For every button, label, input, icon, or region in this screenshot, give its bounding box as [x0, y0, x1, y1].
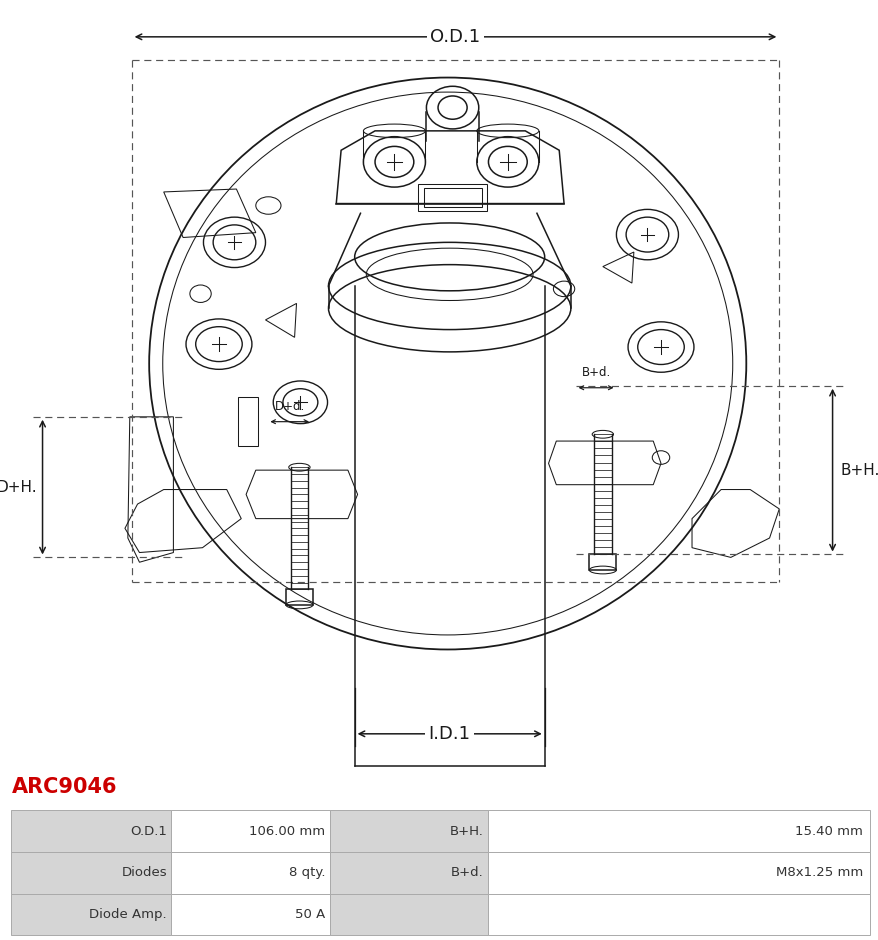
Text: O.D.1: O.D.1 [430, 28, 480, 46]
Text: M8x1.25 mm: M8x1.25 mm [775, 867, 862, 879]
Text: D+H.: D+H. [0, 479, 37, 494]
Text: ARC9046: ARC9046 [11, 777, 117, 797]
Text: Diode Amp.: Diode Amp. [90, 908, 167, 921]
Text: B+H.: B+H. [449, 824, 483, 838]
Bar [417, 184, 487, 212]
Bar [238, 398, 257, 446]
Bar [285, 589, 313, 605]
Text: D+d.: D+d. [274, 400, 305, 413]
Text: 15.40 mm: 15.40 mm [795, 824, 862, 838]
Text: 50 A: 50 A [295, 908, 325, 921]
Text: 8 qty.: 8 qty. [288, 867, 325, 879]
Bar [588, 555, 615, 570]
Text: Diodes: Diodes [121, 867, 167, 879]
Text: O.D.1: O.D.1 [130, 824, 167, 838]
Text: B+H.: B+H. [839, 462, 878, 478]
Bar [423, 188, 481, 208]
Text: I.D.1: I.D.1 [428, 725, 470, 743]
Text: B+d.: B+d. [450, 867, 483, 879]
Text: B+d.: B+d. [580, 366, 610, 379]
Text: 106.00 mm: 106.00 mm [248, 824, 325, 838]
